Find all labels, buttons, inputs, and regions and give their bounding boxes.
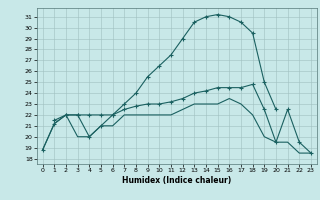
X-axis label: Humidex (Indice chaleur): Humidex (Indice chaleur): [122, 176, 231, 185]
